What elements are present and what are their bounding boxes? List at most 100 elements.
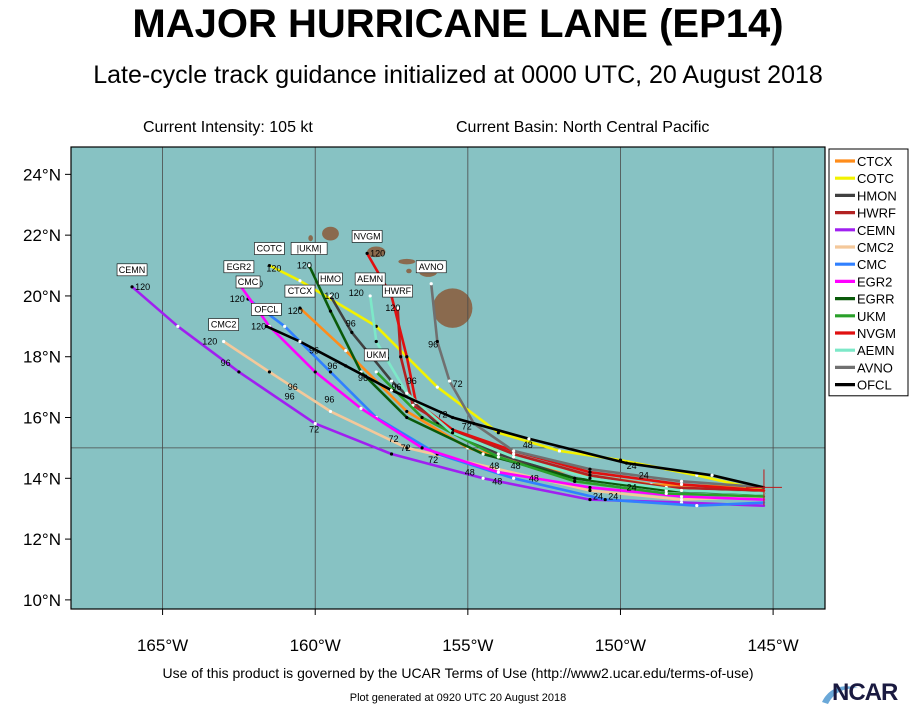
track-point — [237, 370, 241, 374]
ncar-logo: NCAR — [832, 679, 898, 706]
legend-entry-hmon: HMON — [857, 188, 897, 203]
forecast-hour-label: 72 — [401, 443, 411, 453]
forecast-hour-label: 72 — [428, 455, 438, 465]
track-point — [679, 479, 684, 483]
track-point — [664, 491, 668, 496]
terms-of-use: Use of this product is governed by the U… — [162, 665, 754, 681]
lat-tick-label: 22°N — [23, 226, 61, 245]
legend-entry-avno: AVNO — [857, 360, 893, 375]
track-point — [679, 494, 684, 499]
track-point — [588, 476, 592, 480]
track-point — [405, 446, 409, 450]
forecast-hour-label: 120 — [385, 303, 400, 313]
track-point — [557, 449, 562, 453]
forecast-hour-label: 72 — [462, 422, 472, 432]
model-label-box — [208, 318, 239, 331]
legend-entry-egr2: EGR2 — [857, 274, 892, 289]
forecast-hour-label: 120 — [324, 291, 339, 301]
model-label: AEMN — [357, 274, 383, 284]
lat-tick-label: 16°N — [23, 409, 61, 428]
forecast-hour-label: 96 — [327, 361, 337, 371]
legend-entry-cemn: CEMN — [857, 223, 895, 238]
model-label-box — [363, 348, 389, 362]
track-point — [368, 294, 372, 298]
legend-entry-ukm: UKM — [857, 309, 886, 324]
forecast-hour-label: 96 — [407, 376, 417, 386]
track-point — [695, 504, 699, 508]
track-point — [573, 479, 577, 483]
legend-entry-cotc: COTC — [857, 171, 894, 186]
forecast-hour-label: 120 — [266, 264, 281, 274]
forecast-hour-label: 24 — [627, 482, 637, 492]
track-point — [588, 467, 592, 471]
track-point — [710, 473, 714, 477]
model-label: CEMN — [119, 265, 146, 275]
track-point — [350, 330, 354, 335]
forecast-hour-label: 48 — [529, 473, 539, 483]
model-label-box — [251, 303, 282, 316]
model-label-box — [235, 275, 261, 289]
track-point — [298, 279, 302, 283]
track-point — [679, 497, 684, 502]
generated-timestamp: Plot generated at 0920 UTC 20 August 201… — [349, 692, 567, 704]
track-point — [389, 388, 394, 392]
forecast-hour-label: 72 — [309, 425, 319, 435]
forecast-hour-label: 96 — [392, 382, 402, 392]
track-point — [496, 467, 500, 471]
forecast-hour-label: 96 — [346, 318, 356, 328]
track-point — [176, 324, 180, 328]
track-point — [283, 324, 287, 328]
model-label-box — [284, 284, 316, 298]
track-point — [588, 485, 592, 490]
forecast-hour-label: 120 — [288, 306, 303, 316]
legend-entry-hwrf: HWRF — [857, 206, 896, 221]
track-point — [496, 452, 500, 456]
track-point — [298, 339, 302, 344]
track-point — [298, 306, 302, 310]
model-label: CMC2 — [211, 320, 237, 330]
track-point — [420, 446, 424, 450]
current-intensity: Current Intensity: 105 kt — [143, 119, 313, 136]
forecast-hour-label: 24 — [608, 492, 618, 502]
island-niihau — [308, 235, 313, 242]
track-point — [447, 379, 452, 383]
forecast-hour-label: 96 — [285, 391, 295, 401]
forecast-hour-label: 96 — [428, 340, 438, 350]
track-point — [512, 455, 516, 459]
track-point — [405, 391, 409, 395]
lat-tick-label: 14°N — [23, 469, 61, 488]
track-point — [328, 409, 333, 414]
forecast-hour-label: 72 — [437, 410, 447, 420]
track-point — [307, 263, 311, 268]
lat-tick-label: 18°N — [23, 348, 61, 367]
forecast-hour-label: 120 — [370, 248, 385, 258]
model-label: COTC — [257, 244, 283, 254]
track-point — [344, 349, 348, 353]
island-lanai — [406, 268, 412, 274]
legend-entry-ofcl: OFCL — [857, 378, 892, 393]
track-point — [450, 431, 455, 435]
map-frame — [70, 146, 826, 610]
track-point — [588, 473, 592, 477]
model-label-box — [116, 263, 148, 277]
track-point — [313, 370, 317, 374]
track-point — [496, 455, 500, 459]
model-label-box — [318, 272, 343, 286]
track-point — [374, 370, 378, 374]
page-subtitle: Late-cycle track guidance initialized at… — [93, 61, 823, 89]
lon-tick-label: 165°W — [137, 636, 188, 655]
track-point — [588, 470, 592, 474]
track-point — [374, 339, 378, 344]
track-point — [222, 339, 226, 344]
track-point — [481, 452, 485, 456]
model-label: |UKM| — [297, 244, 322, 254]
island-molokai — [398, 258, 416, 265]
forecast-hour-label: 24 — [627, 461, 637, 471]
island-oahu — [367, 246, 386, 258]
track-point — [399, 355, 403, 359]
model-label: CMC — [238, 277, 259, 287]
track-hwrf — [396, 306, 766, 492]
track-ukm — [374, 370, 766, 498]
forecast-hour-label: 96 — [358, 373, 368, 383]
